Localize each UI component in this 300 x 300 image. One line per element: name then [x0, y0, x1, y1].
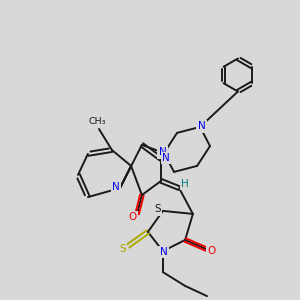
- Text: N: N: [112, 182, 120, 192]
- Text: N: N: [198, 121, 206, 131]
- Text: CH₃: CH₃: [89, 117, 106, 126]
- Text: N: N: [159, 147, 167, 158]
- Text: N: N: [162, 153, 170, 163]
- Text: S: S: [154, 204, 161, 214]
- Text: O: O: [128, 212, 137, 222]
- Text: H: H: [181, 178, 189, 189]
- Text: N: N: [160, 247, 167, 257]
- Text: S: S: [119, 244, 126, 254]
- Text: O: O: [207, 245, 216, 256]
